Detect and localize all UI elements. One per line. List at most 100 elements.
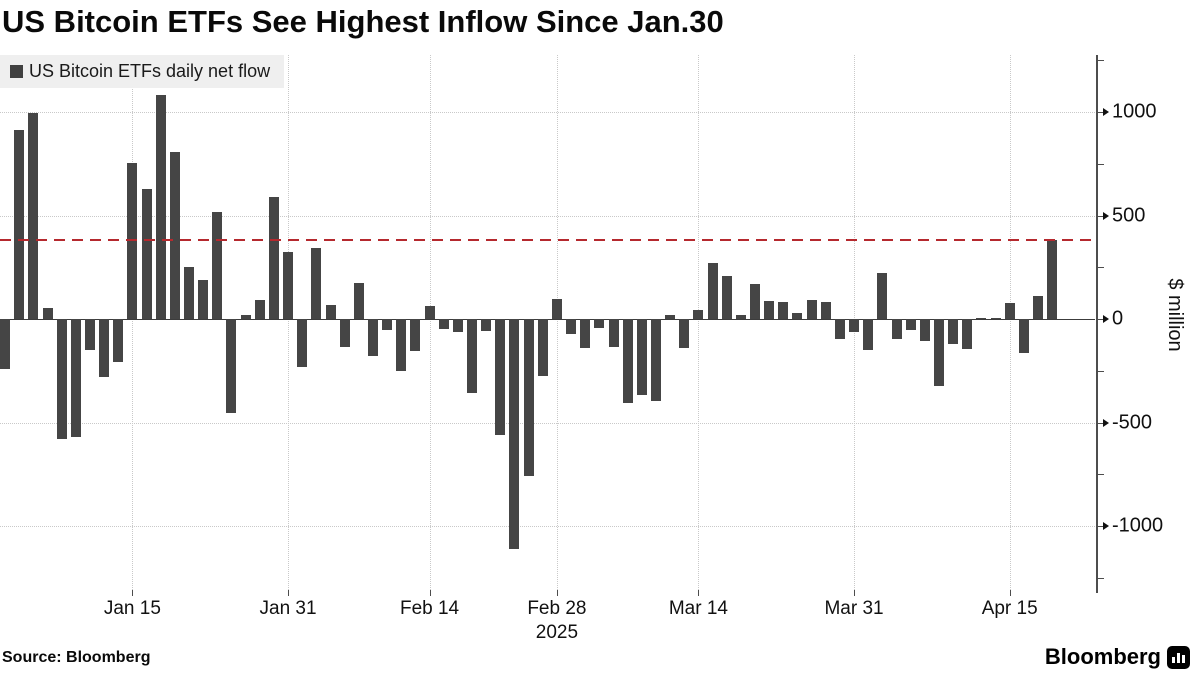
bar (14, 129, 25, 319)
y-tick (1098, 163, 1104, 165)
gridline-h (0, 215, 1095, 217)
x-tick-label: Mar 14 (668, 598, 728, 619)
year-label: 2025 (535, 622, 579, 643)
bar (735, 314, 746, 319)
bar (622, 319, 633, 403)
bar (283, 252, 294, 319)
x-tick (132, 590, 134, 596)
bar (537, 319, 548, 377)
bloomberg-media-icon (1167, 645, 1190, 669)
bar (891, 319, 902, 339)
y-tick-label: 1000 (1112, 100, 1157, 123)
legend-swatch-icon (10, 65, 23, 78)
bar (778, 301, 789, 319)
y-tick-arrow-icon (1103, 108, 1109, 116)
bar (834, 319, 845, 340)
x-tick (698, 590, 700, 596)
y-tick (1098, 577, 1104, 579)
y-tick (1098, 267, 1104, 269)
bar (976, 318, 987, 319)
bar (481, 319, 492, 332)
x-tick (556, 590, 558, 596)
bar (820, 302, 831, 319)
bar (325, 305, 336, 319)
x-tick-label: Apr 15 (981, 598, 1038, 619)
bar (198, 279, 209, 319)
bar (566, 319, 577, 335)
bar (1004, 302, 1015, 319)
bar (438, 319, 449, 330)
bar (155, 95, 166, 319)
bar (665, 315, 676, 319)
source-note: Source: Bloomberg (2, 649, 151, 666)
y-tick-arrow-icon (1103, 315, 1109, 323)
bar (1018, 319, 1029, 354)
gridline-v (1009, 55, 1011, 590)
bar (792, 312, 803, 319)
gridline-h (0, 422, 1095, 424)
x-tick-label: Jan 31 (259, 598, 317, 619)
y-tick-arrow-icon (1103, 418, 1109, 427)
bloomberg-logo: Bloomberg (1045, 644, 1190, 670)
y-axis-line (1096, 55, 1098, 593)
bar (268, 196, 279, 319)
bar (1033, 295, 1043, 319)
y-tick-label: 0 (1112, 307, 1124, 330)
gridline-h (0, 112, 1095, 113)
x-tick-label: Jan 15 (103, 598, 161, 619)
bar (28, 113, 39, 319)
y-tick (1098, 319, 1105, 320)
bar (169, 152, 180, 319)
gridline-v (132, 55, 134, 590)
bar (396, 319, 407, 372)
bar (1047, 239, 1058, 319)
bar (551, 299, 562, 319)
bar (933, 319, 944, 387)
y-tick-arrow-icon (1103, 211, 1109, 220)
bar (679, 319, 690, 348)
bar (877, 273, 888, 319)
bar (141, 189, 152, 319)
bar (523, 319, 534, 477)
x-tick-label: Feb 28 (527, 598, 587, 619)
bar (990, 318, 1001, 319)
y-tick (1098, 474, 1104, 476)
bar (650, 319, 661, 401)
bar (42, 307, 53, 319)
y-tick-label: -500 (1112, 411, 1153, 433)
bar (0, 319, 11, 369)
y-tick (1098, 112, 1105, 113)
bar (240, 314, 251, 319)
bar (509, 319, 520, 549)
bar (863, 319, 874, 351)
x-tick (1009, 590, 1011, 596)
bar (962, 319, 973, 350)
bar (495, 319, 506, 435)
gridline-v (429, 55, 431, 590)
bar (56, 319, 67, 440)
y-tick (1098, 526, 1105, 527)
bar (382, 319, 393, 331)
bar (750, 284, 760, 319)
gridline-v (288, 55, 290, 590)
bar (608, 319, 619, 347)
bar (948, 319, 959, 345)
x-tick-label: Mar 31 (824, 598, 884, 619)
y-tick (1098, 215, 1105, 217)
bar (580, 319, 591, 348)
bar (297, 319, 308, 367)
bar (99, 319, 110, 378)
bar (70, 319, 81, 437)
bloomberg-logo-text: Bloomberg (1044, 644, 1161, 669)
bar (693, 309, 704, 319)
bar (410, 319, 421, 352)
bar (764, 300, 775, 319)
legend: US Bitcoin ETFs daily net flow (0, 55, 285, 88)
x-tick-label: Feb 14 (399, 598, 460, 619)
bar (636, 319, 647, 396)
bar (424, 305, 435, 319)
bar (311, 248, 322, 319)
bar (84, 319, 95, 351)
